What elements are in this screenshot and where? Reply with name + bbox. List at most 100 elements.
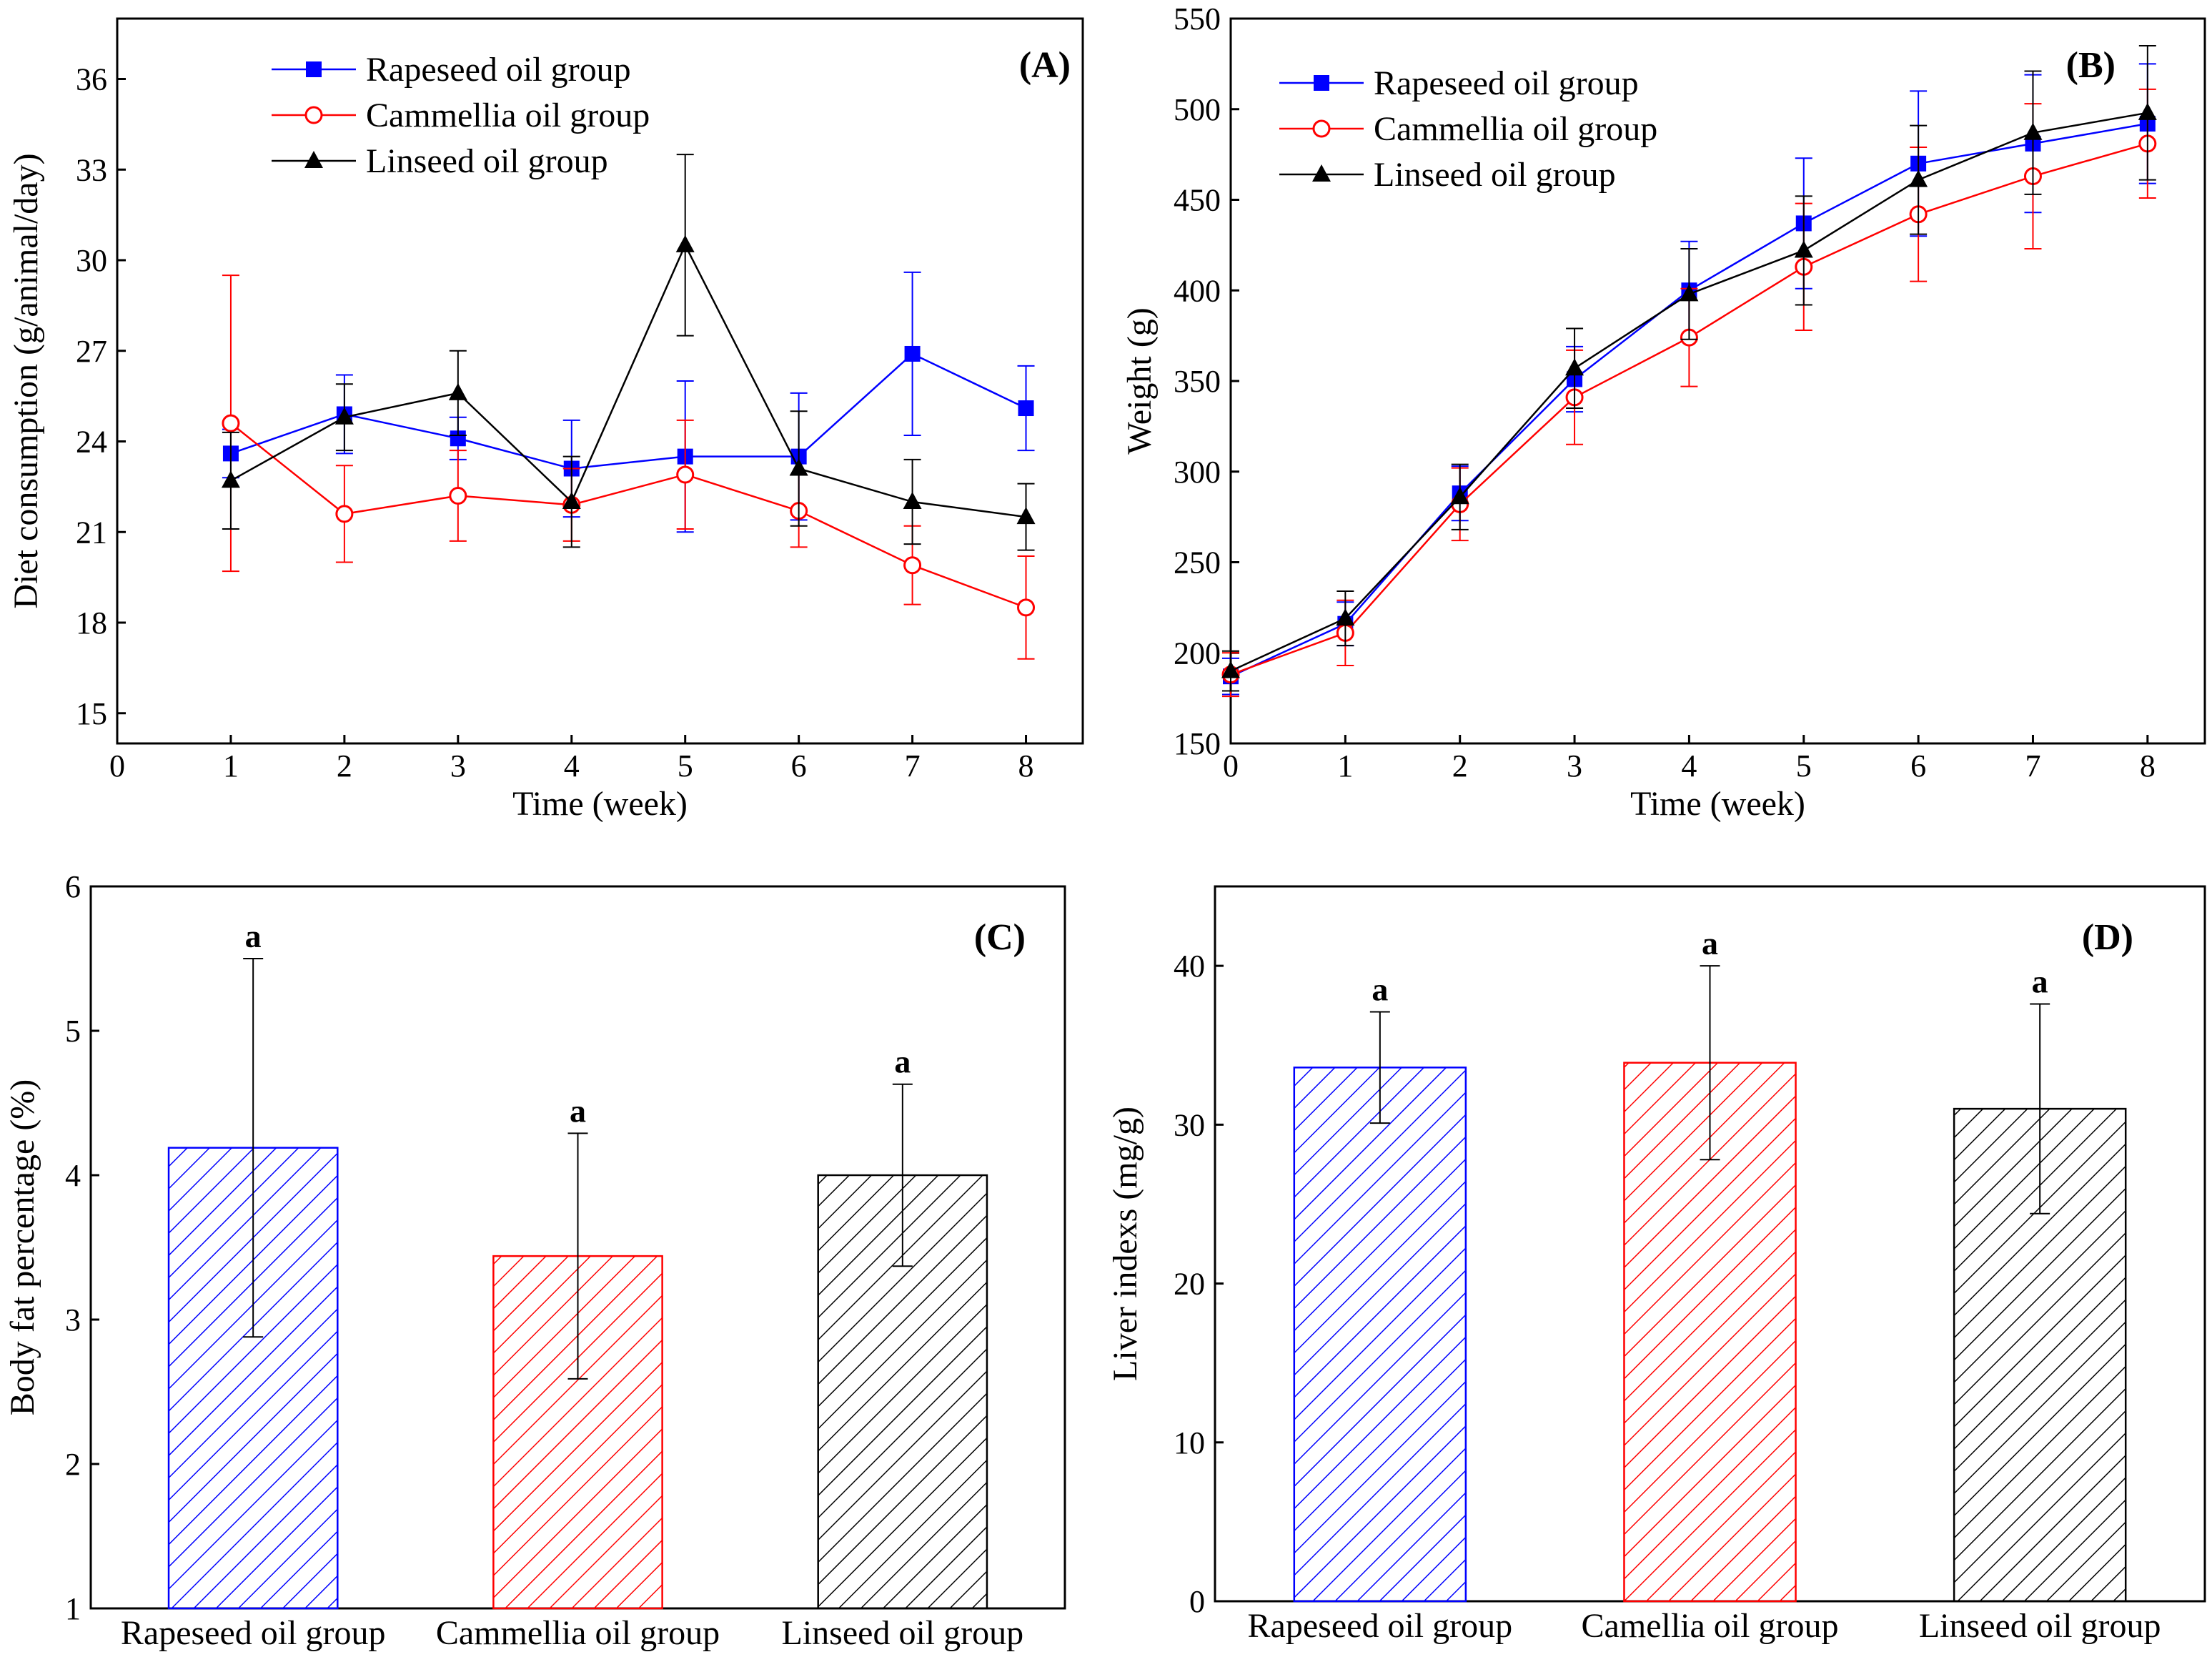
x-tick-label: 4 <box>564 748 580 783</box>
panel-a: 0 1 2 3 4 5 6 7 8 15 18 21 24 27 30 33 36 Time (week) Diet… <box>7 17 1084 823</box>
data-point <box>335 505 354 523</box>
data-point <box>2023 122 2043 140</box>
y-tick-label: 10 <box>1174 1425 1205 1460</box>
y-tick-label: 5 <box>65 1014 81 1049</box>
y-tick-label: 15 <box>76 696 107 731</box>
x-tick-label: 7 <box>905 748 921 783</box>
legend-label: Cammellia oil group <box>1374 110 1657 148</box>
y-tick-label: 1 <box>65 1591 81 1626</box>
x-tick-label: 3 <box>1567 748 1582 783</box>
data-point <box>1221 661 1240 678</box>
y-tick-label: 27 <box>76 334 107 369</box>
y-tick-label: 300 <box>1174 455 1221 490</box>
data-point <box>1336 608 1355 626</box>
y-axis-label: Weight (g) <box>1121 307 1159 454</box>
x-category-label: Rapeseed oil group <box>121 1614 386 1652</box>
y-tick-label: 400 <box>1174 273 1221 308</box>
y-tick-label: 40 <box>1174 949 1205 984</box>
x-tick-label: 4 <box>1681 748 1697 783</box>
data-point <box>903 492 922 509</box>
y-axis-label: Body fat percentage (%) <box>4 1079 41 1415</box>
legend: Rapeseed oil group Cammellia oil group Lin… <box>1279 64 1657 194</box>
data-point <box>1016 507 1036 525</box>
y-tick-label: 450 <box>1174 183 1221 218</box>
data-point <box>1680 284 1699 302</box>
series-line <box>230 352 1027 470</box>
data-point <box>1565 358 1584 376</box>
data-point <box>449 487 467 505</box>
series-linseed-oil-group <box>1221 45 2157 692</box>
y-tick-label: 350 <box>1174 364 1221 399</box>
panel-tag: (D) <box>2082 917 2133 958</box>
y-tick-label: 250 <box>1174 545 1221 580</box>
data-point <box>1017 598 1036 617</box>
x-tick-label: 0 <box>109 748 125 783</box>
x-category-label: Linseed oil group <box>1919 1607 2161 1645</box>
x-axis-label: Time (week) <box>1630 785 1805 823</box>
y-tick-label: 3 <box>65 1302 81 1337</box>
y-tick-label: 30 <box>1174 1107 1205 1142</box>
panel-b: 0 1 2 3 4 5 6 7 8 150 200 250 300 350 400 450 500 550 Time… <box>1121 1 2206 823</box>
legend-label: Linseed oil group <box>366 142 608 180</box>
bar-cammellia-oil-group: a <box>492 1092 663 1610</box>
bar-linseed-oil-group: a <box>1953 963 2127 1603</box>
legend-marker <box>304 106 323 124</box>
significance-letter: a <box>245 918 262 954</box>
significance-letter: a <box>2032 963 2048 999</box>
significance-letter: a <box>1702 925 1718 961</box>
legend: Rapeseed oil group Cammellia oil group Lin… <box>272 51 650 180</box>
y-tick-label: 4 <box>65 1158 81 1193</box>
series-line <box>230 422 1026 609</box>
legend-marker <box>1314 75 1329 91</box>
panel-tag: (B) <box>2066 45 2116 86</box>
x-tick-label: 7 <box>2025 748 2040 783</box>
series-line <box>1230 112 2148 672</box>
bar-rapeseed-oil-group: a <box>1293 971 1467 1603</box>
y-tick-label: 2 <box>65 1447 81 1482</box>
legend-label: Linseed oil group <box>1374 156 1616 194</box>
y-tick-label: 33 <box>76 152 107 187</box>
panel-c: 1 2 3 4 5 6 Body fat percentage (%) a Rapeseed o… <box>4 869 1066 1652</box>
panel-d: 0 10 20 30 40 Liver indexs (mg/g) a Rapeseed oi… <box>1106 885 2206 1645</box>
y-tick-label: 0 <box>1189 1584 1205 1619</box>
data-point <box>448 382 467 400</box>
x-tick-label: 6 <box>791 748 807 783</box>
x-tick-label: 1 <box>1337 748 1353 783</box>
x-axis-label: Time (week) <box>512 785 688 823</box>
data-point <box>450 430 466 447</box>
panel-tag: (A) <box>1019 45 1071 86</box>
y-tick-label: 21 <box>76 515 107 550</box>
y-axis-label: Liver indexs (mg/g) <box>1106 1107 1144 1381</box>
y-tick-label: 150 <box>1174 726 1221 761</box>
legend-marker <box>306 61 322 77</box>
data-point <box>904 345 921 362</box>
legend-marker <box>1312 164 1331 182</box>
bar-rapeseed-oil-group: a <box>167 918 339 1610</box>
data-point <box>1794 240 1813 258</box>
panel-tag: (C) <box>974 917 1026 958</box>
y-tick-label: 6 <box>65 869 81 904</box>
y-tick-label: 18 <box>76 605 107 640</box>
y-tick-label: 500 <box>1174 92 1221 127</box>
data-point <box>221 470 240 488</box>
data-point <box>562 492 581 509</box>
y-tick-label: 36 <box>76 62 107 97</box>
significance-letter: a <box>570 1092 586 1129</box>
data-point <box>789 458 808 476</box>
legend-label: Rapeseed oil group <box>366 51 631 89</box>
bar <box>1293 1067 1467 1603</box>
bar-linseed-oil-group: a <box>817 1044 988 1610</box>
significance-letter: a <box>1372 971 1388 1008</box>
data-point <box>2138 102 2157 120</box>
x-tick-label: 8 <box>1018 748 1034 783</box>
series-linseed-oil-group <box>221 154 1036 551</box>
data-point <box>222 414 240 432</box>
bar-camellia-oil-group: a <box>1623 925 1797 1603</box>
data-point <box>676 465 695 484</box>
y-tick-label: 200 <box>1174 635 1221 671</box>
data-point <box>903 556 922 575</box>
data-point <box>675 234 695 252</box>
x-category-label: Linseed oil group <box>782 1614 1024 1652</box>
x-category-label: Rapeseed oil group <box>1248 1607 1513 1645</box>
